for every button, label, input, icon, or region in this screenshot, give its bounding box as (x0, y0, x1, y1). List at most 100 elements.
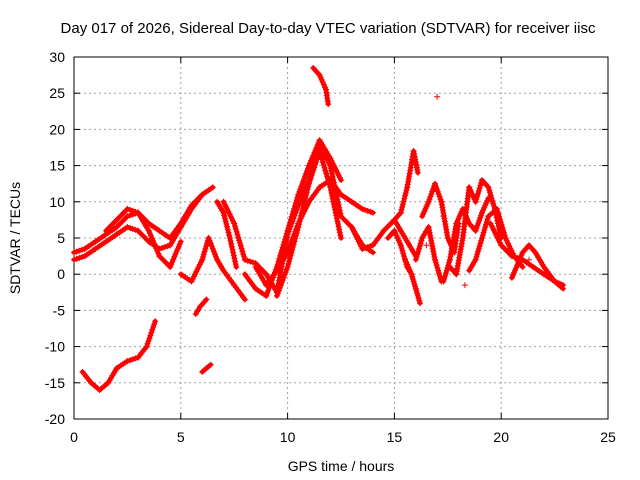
data-point (398, 206, 405, 213)
data-point (210, 248, 217, 255)
data-point (147, 332, 154, 339)
data-point (230, 249, 237, 256)
data-point (367, 208, 374, 215)
data-point (446, 259, 453, 266)
data-point (319, 159, 326, 166)
data-point (477, 240, 484, 247)
data-point (302, 195, 309, 202)
data-point (477, 214, 484, 221)
data-point (170, 256, 177, 263)
grid-lines (74, 57, 608, 419)
data-point (299, 181, 306, 187)
data-point (283, 233, 289, 240)
data-point (226, 232, 233, 239)
data-point (294, 194, 301, 201)
data-point (232, 261, 239, 268)
data-point (496, 213, 503, 220)
data-point (481, 226, 488, 233)
data-point (336, 229, 343, 236)
data-point (241, 256, 248, 263)
data-point (486, 187, 493, 193)
data-point (507, 245, 514, 252)
data-point (228, 240, 235, 247)
data-point (212, 251, 218, 258)
data-point (508, 274, 515, 281)
data-point (310, 167, 317, 174)
data-point (296, 221, 302, 228)
data-point (220, 209, 227, 216)
data-point (483, 218, 490, 225)
data-point (224, 226, 231, 233)
data-point (280, 241, 287, 248)
x-tick-label: 0 (70, 429, 78, 445)
data-point (436, 273, 443, 279)
data-point (304, 167, 310, 174)
data-point (275, 287, 282, 294)
data-point (228, 243, 235, 250)
data-point (332, 209, 339, 216)
data-point (316, 148, 323, 155)
data-point (161, 244, 168, 251)
data-point (241, 253, 248, 260)
data-point (278, 247, 285, 254)
data-point (475, 187, 482, 194)
data-point (151, 240, 158, 247)
data-point (263, 292, 270, 299)
data-point (280, 274, 287, 281)
data-point (129, 356, 136, 363)
data-point (279, 244, 286, 251)
data-point (124, 206, 131, 212)
data-point (273, 292, 280, 299)
data-point (232, 226, 239, 233)
data-point (329, 173, 336, 180)
data-point (324, 176, 331, 182)
data-point (288, 249, 295, 256)
series-track-o (392, 148, 421, 223)
y-tick-label: 10 (49, 194, 65, 210)
data-point (431, 254, 438, 260)
data-point (224, 223, 231, 230)
data-point (283, 230, 290, 237)
data-point (413, 254, 420, 260)
data-point (310, 152, 317, 159)
data-point (429, 245, 436, 252)
data-point (415, 248, 422, 255)
data-point (282, 269, 289, 276)
data-point (480, 229, 487, 236)
data-point (173, 248, 180, 255)
axis-ticks: 0 5 10 15 20 25 -20 -15 -10 -5 0 5 10 15 20 25 30 (45, 49, 616, 445)
data-point (428, 237, 435, 244)
data-point (329, 192, 336, 199)
data-point (442, 273, 449, 279)
data-point (474, 251, 481, 258)
data-point (265, 287, 272, 294)
data-point (482, 224, 489, 231)
data-point (423, 242, 430, 249)
data-point (436, 270, 442, 277)
data-point (249, 259, 256, 266)
data-point (502, 235, 509, 241)
data-point (425, 198, 432, 205)
data-point (127, 225, 134, 231)
data-point (144, 340, 151, 347)
data-point (519, 264, 526, 270)
x-axis-label: GPS time / hours (288, 458, 395, 474)
data-point (414, 251, 421, 258)
data-point (203, 243, 210, 250)
data-point (221, 215, 228, 222)
data-point (313, 159, 320, 165)
data-point (79, 246, 85, 253)
data-point (432, 180, 438, 187)
data-point (337, 232, 344, 239)
data-point (306, 180, 312, 187)
data-point (560, 282, 567, 289)
data-point (73, 248, 80, 255)
data-point (479, 232, 486, 239)
data-point (335, 202, 342, 208)
data-point (227, 237, 234, 244)
data-point (513, 264, 520, 271)
data-point (397, 209, 404, 216)
y-tick-label: -10 (45, 339, 65, 355)
data-point (298, 183, 305, 190)
data-point (412, 256, 419, 263)
